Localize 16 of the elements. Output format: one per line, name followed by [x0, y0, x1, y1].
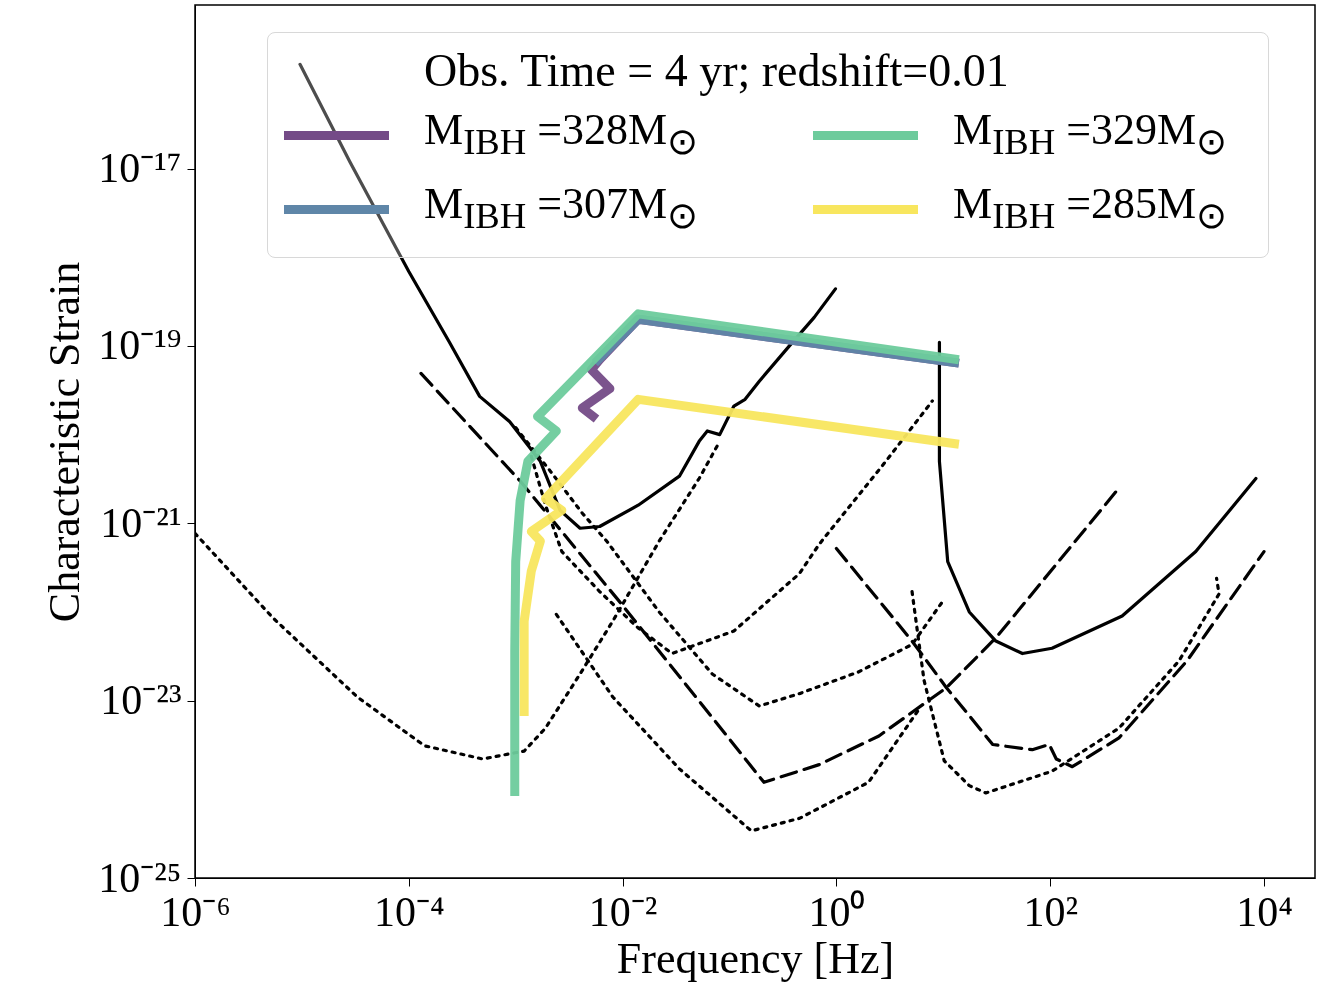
- legend-title: Obs. Time = 4 yr; redshift=0.01: [424, 44, 1010, 98]
- x-tick-label: 10²: [1023, 888, 1078, 935]
- x-tick-label: 10⁴: [1236, 888, 1293, 935]
- x-tick-label: 10⁻⁴: [373, 888, 445, 935]
- x-tick-label: 10⁻²: [588, 888, 658, 935]
- y-tick-label: 10⁻²¹: [100, 499, 182, 546]
- y-tick-label: 10⁻¹⁷: [98, 145, 182, 192]
- y-tick-label: 10⁻¹⁹: [98, 322, 182, 369]
- legend-label: M$_{IBH}$ =328M$_{⊙}$: [424, 104, 699, 164]
- legend-label: M$_{IBH}$ =329M$_{⊙}$: [953, 104, 1228, 164]
- legend-label: M$_{IBH}$ =285M$_{⊙}$: [953, 177, 1228, 238]
- legend-label: M$_{IBH}$ =307M$_{⊙}$: [424, 177, 699, 238]
- y-tick-label: 10⁻²³: [100, 677, 182, 724]
- x-axis-title: Frequency [Hz]: [616, 933, 895, 983]
- y-axis-title: Characteristic Strain: [40, 261, 90, 623]
- x-tick-label: 10⁰: [808, 888, 866, 935]
